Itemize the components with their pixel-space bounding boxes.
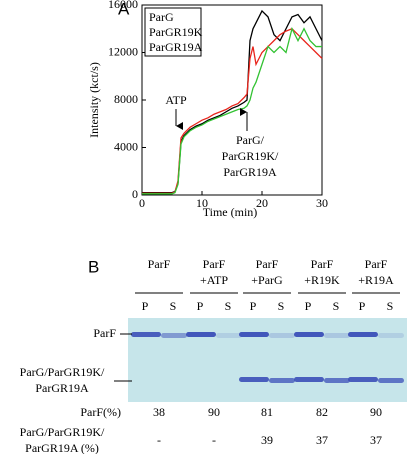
fraction-label: P [359,299,366,313]
fraction-label: S [170,299,177,313]
table-value: 39 [261,433,273,447]
gel-band [294,332,324,337]
gel-band [131,332,161,337]
band-label: ParGR19A [35,381,89,395]
gel-band [378,378,404,383]
lane-label: ParF [311,257,334,271]
table-value: - [157,433,161,447]
fraction-label: S [278,299,285,313]
lane-label: ParF [365,257,388,271]
lane-label: +ParG [251,273,283,287]
fraction-label: P [305,299,312,313]
row-label: ParGR19A (%) [25,441,99,454]
fraction-label: P [250,299,257,313]
annotation: ParG/ [236,133,265,147]
gel-band [161,333,187,338]
table-value: 37 [316,433,328,447]
gel-background [128,318,407,402]
legend-entry: ParGR19K [149,25,203,39]
y-tick-label: 16000 [108,0,138,11]
table-value: 37 [370,433,382,447]
table-value: 82 [316,405,328,419]
gel-band [186,332,216,337]
y-axis-label: Intensity (kct/s) [87,62,101,138]
legend-box [144,7,202,57]
lane-label: +R19A [358,273,394,287]
y-tick-label: 12000 [108,44,138,58]
fraction-label: S [387,299,394,313]
x-tick-label: 20 [256,196,268,210]
table-value: 38 [153,405,165,419]
lane-label: ParF [203,257,226,271]
gel-band [378,333,404,338]
lane-label: ParF [256,257,279,271]
table-value: 90 [208,405,220,419]
x-axis-label: Time (min) [203,205,258,219]
annotation: ATP [165,93,187,107]
y-tick-label: 8000 [114,92,138,106]
fraction-label: P [197,299,204,313]
gel-band [269,378,295,383]
table-value: 90 [370,405,382,419]
table-value: 81 [261,405,273,419]
y-tick-label: 0 [132,187,138,201]
gel-band [324,378,350,383]
fraction-label: S [333,299,340,313]
row-label: ParG/ParGR19K/ [20,425,105,439]
lane-label: ParF [148,257,171,271]
gel-band [239,332,269,337]
panel-label: A [118,0,130,18]
table-value: - [212,433,216,447]
row-label: ParF(%) [80,405,121,419]
gel-band [324,333,350,338]
legend-entry: ParG [149,10,174,24]
gel-band [216,333,242,338]
band-label: ParF [93,326,116,340]
fraction-label: S [225,299,232,313]
gel-band [294,377,324,382]
band-label: ParG/ParGR19K/ [20,365,105,379]
gel-band [348,332,378,337]
lane-label: +ATP [200,273,228,287]
x-tick-label: 30 [316,196,328,210]
annotation: ParGR19A [223,165,277,179]
gel-band [269,333,295,338]
legend-entry: ParGR19A [149,40,203,54]
x-tick-label: 10 [196,196,208,210]
annotation: ParGR19K/ [222,149,279,163]
x-tick-label: 0 [139,196,145,210]
y-tick-label: 4000 [114,139,138,153]
panel-label: B [88,257,99,276]
gel-band [348,377,378,382]
gel-band [239,377,269,382]
fraction-label: P [142,299,149,313]
lane-label: +R19K [304,273,340,287]
data-line [142,26,322,195]
